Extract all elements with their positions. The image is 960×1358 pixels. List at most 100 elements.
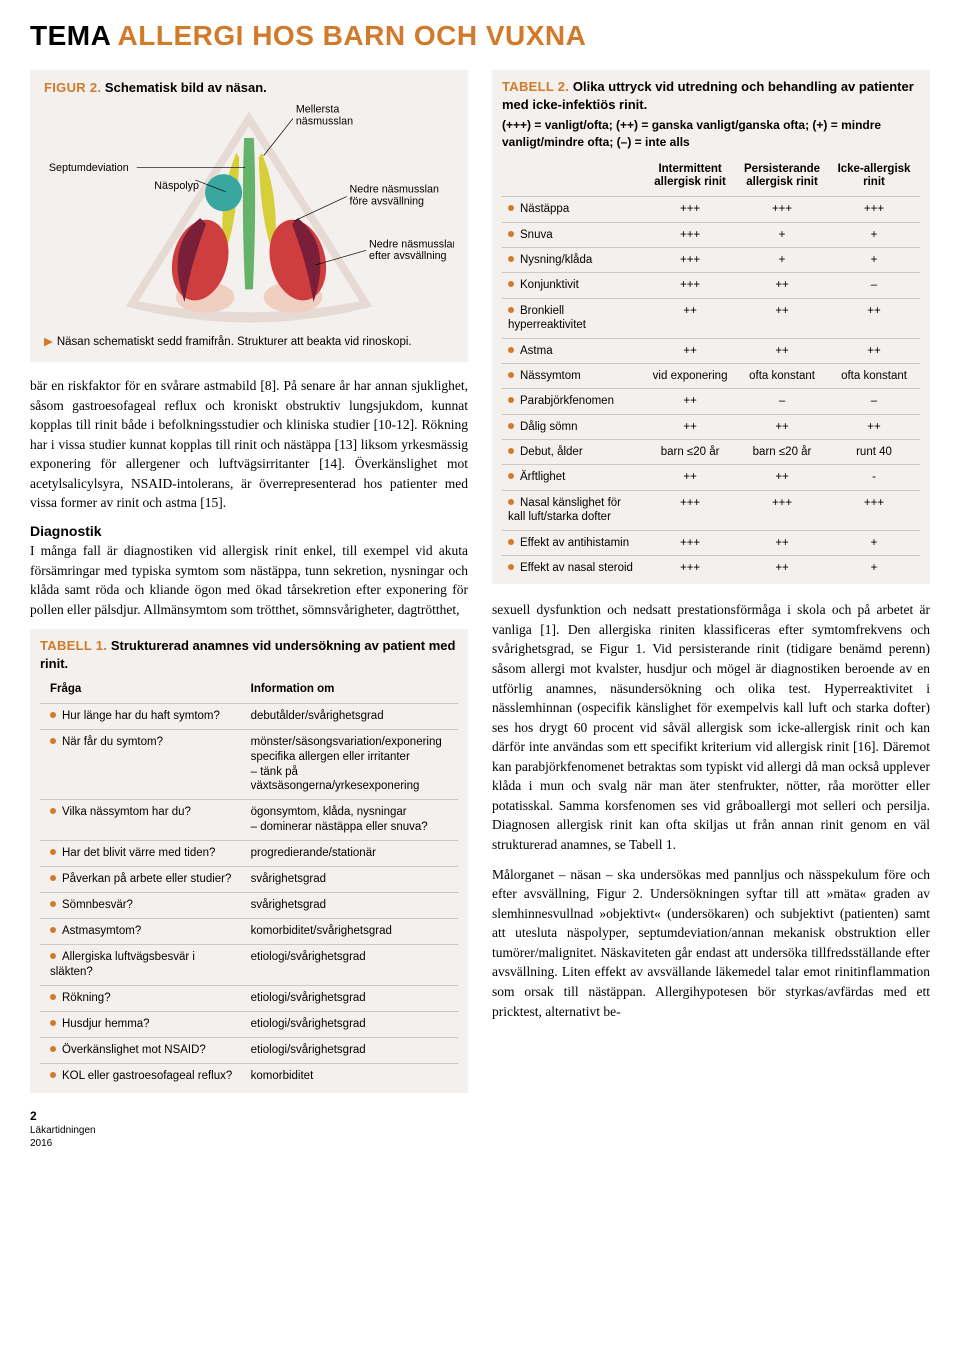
t2-symptom: Bronkiell hyperreaktivitet	[502, 298, 644, 338]
figure-2-caption: ▶Näsan schematiskt sedd framifrån. Struk…	[44, 335, 454, 351]
t1-info: komorbiditet	[241, 1063, 458, 1088]
t1-question: Hur länge har du haft symtom?	[40, 703, 241, 729]
t2-cell: ++	[736, 298, 828, 338]
table-row: Ärftlighet++++-	[502, 465, 920, 490]
t1-h1: Information om	[241, 676, 458, 703]
t2-cell: runt 40	[828, 440, 920, 465]
t2-symptom: Parabjörkfenomen	[502, 389, 644, 414]
table-row: När får du symtom?mönster/säsongsvariati…	[40, 729, 458, 800]
t2-cell: ++	[644, 338, 736, 363]
bullet-icon	[50, 875, 56, 881]
bullet-icon	[508, 473, 514, 479]
t1-info: svårighetsgrad	[241, 867, 458, 893]
t2-symptom: Effekt av antihistamin	[502, 530, 644, 555]
table-row: Vilka nässymtom har du?ögonsymtom, klåda…	[40, 800, 458, 841]
table-row: Nasal känslighet för kall luft/starka do…	[502, 490, 920, 530]
body-left-p2: I många fall är diagnostiken vid allergi…	[30, 541, 468, 619]
t1-info: progredierande/stationär	[241, 841, 458, 867]
headline-prefix: TEMA	[30, 20, 110, 51]
t1-question: Rökning?	[40, 985, 241, 1011]
bullet-icon	[50, 901, 56, 907]
t2-symptom: Ärftlighet	[502, 465, 644, 490]
t1-question: Husdjur hemma?	[40, 1011, 241, 1037]
t2-cell: ++	[828, 338, 920, 363]
septum-right	[249, 138, 255, 289]
table-row: Dålig sömn++++++	[502, 414, 920, 439]
tabell-1-title: TABELL 1. Strukturerad anamnes vid under…	[40, 637, 458, 672]
bullet-icon	[508, 564, 514, 570]
t2-cell: ++	[736, 555, 828, 580]
bullet-icon	[50, 1072, 56, 1078]
t2-cell: +++	[828, 197, 920, 222]
t1-info: etiologi/svårighetsgrad	[241, 1011, 458, 1037]
bullet-icon	[508, 499, 514, 505]
t1-info: svårighetsgrad	[241, 893, 458, 919]
t2-cell: +++	[736, 490, 828, 530]
t2-h3: Icke-allergisk rinit	[828, 157, 920, 197]
t1-info: etiologi/svårighetsgrad	[241, 985, 458, 1011]
t1-question: Vilka nässymtom har du?	[40, 800, 241, 841]
t2-cell: barn ≤20 år	[644, 440, 736, 465]
t1-question: Astmasymtom?	[40, 919, 241, 945]
t2-cell: ofta konstant	[828, 363, 920, 388]
lbl-efter: Nedre näsmusslanefter avsvällning	[369, 238, 454, 262]
t2-cell: vid exponering	[644, 363, 736, 388]
t2-symptom: Snuva	[502, 222, 644, 247]
t1-question: Har det blivit värre med tiden?	[40, 841, 241, 867]
t2-cell: ++	[736, 273, 828, 298]
bullet-icon	[508, 281, 514, 287]
bullet-icon	[508, 397, 514, 403]
table-row: Nästäppa+++++++++	[502, 197, 920, 222]
figure-2-svg: Mellerstanäsmusslan Näspolyp Septumdevia…	[44, 99, 454, 324]
t1-question: Allergiska luftvägsbesvär i släkten?	[40, 945, 241, 986]
body-right-p2: Målorganet – näsan – ska undersökas med …	[492, 865, 930, 1022]
lbl-septum: Septumdeviation	[49, 162, 129, 174]
table-row: Hur länge har du haft symtom?debutålder/…	[40, 703, 458, 729]
t1-question: När får du symtom?	[40, 729, 241, 800]
septum-left	[243, 138, 249, 289]
t2-cell: ++	[644, 389, 736, 414]
table-row: Astmasymtom?komorbiditet/svårighetsgrad	[40, 919, 458, 945]
t2-cell: +	[828, 530, 920, 555]
t2-symptom: Nasal känslighet för kall luft/starka do…	[502, 490, 644, 530]
bullet-icon	[508, 307, 514, 313]
t2-cell: +	[828, 248, 920, 273]
t2-cell: ++	[736, 530, 828, 555]
bullet-icon	[508, 372, 514, 378]
bullet-icon	[508, 205, 514, 211]
headline-suffix: ALLERGI HOS BARN OCH VUXNA	[118, 20, 587, 51]
table-row: Påverkan på arbete eller studier?svårigh…	[40, 867, 458, 893]
t2-cell: –	[828, 273, 920, 298]
bullet-icon	[508, 347, 514, 353]
bullet-icon	[508, 448, 514, 454]
table-row: Parabjörkfenomen++––	[502, 389, 920, 414]
t2-cell: +	[828, 222, 920, 247]
leader-mellersta	[264, 119, 293, 156]
t2-symptom: Nästäppa	[502, 197, 644, 222]
tabell-1-label: TABELL 1.	[40, 638, 107, 653]
bullet-icon	[508, 539, 514, 545]
t2-cell: +++	[644, 248, 736, 273]
table-row: Debut, ålderbarn ≤20 årbarn ≤20 årrunt 4…	[502, 440, 920, 465]
t2-cell: ++	[736, 414, 828, 439]
bullet-icon	[50, 1020, 56, 1026]
bullet-icon	[50, 953, 56, 959]
tabell-2-subtitle: (+++) = vanligt/ofta; (++) = ganska vanl…	[502, 117, 920, 151]
t1-question: Överkänslighet mot NSAID?	[40, 1037, 241, 1063]
table-row: Astma++++++	[502, 338, 920, 363]
t2-cell: +++	[644, 530, 736, 555]
t2-symptom: Konjunktivit	[502, 273, 644, 298]
bullet-icon	[50, 808, 56, 814]
figure-2-title: FIGUR 2. Schematisk bild av näsan.	[44, 80, 454, 95]
body-left-p1: bär en riskfaktor för en svårare astmabi…	[30, 376, 468, 513]
caption-triangle-icon: ▶	[44, 336, 53, 348]
lbl-polyp: Näspolyp	[154, 180, 199, 192]
bullet-icon	[50, 738, 56, 744]
table-row: Husdjur hemma?etiologi/svårighetsgrad	[40, 1011, 458, 1037]
t2-symptom: Nysning/klåda	[502, 248, 644, 273]
tabell-2-label: TABELL 2.	[502, 79, 569, 94]
t1-question: Påverkan på arbete eller studier?	[40, 867, 241, 893]
t2-cell: ++	[828, 414, 920, 439]
t1-info: debutålder/svårighetsgrad	[241, 703, 458, 729]
t2-cell: +	[736, 248, 828, 273]
